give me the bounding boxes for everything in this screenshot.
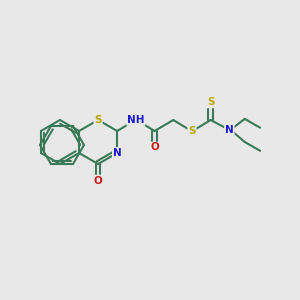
Text: N: N xyxy=(113,148,122,158)
Text: NH: NH xyxy=(127,115,145,125)
Text: S: S xyxy=(94,115,102,125)
Text: S: S xyxy=(188,126,196,136)
Text: O: O xyxy=(94,176,103,185)
Text: O: O xyxy=(150,142,159,152)
Text: S: S xyxy=(207,98,214,107)
Text: N: N xyxy=(225,125,234,135)
